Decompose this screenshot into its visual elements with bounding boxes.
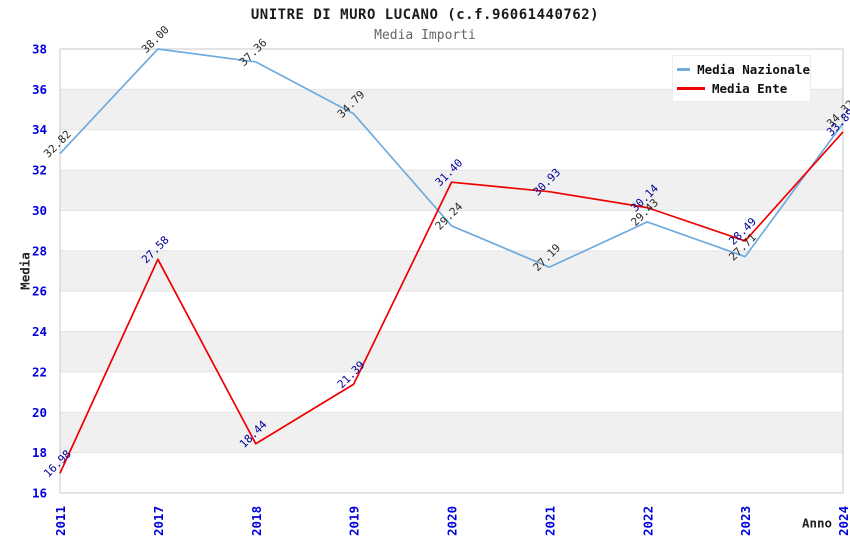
x-tick-label: 2018: [249, 506, 264, 536]
chart-subtitle: Media Importi: [374, 28, 476, 43]
plot-border: [59, 48, 844, 494]
y-tick-label: 16: [32, 486, 47, 501]
x-tick-label: 2024: [836, 506, 850, 536]
series-line-media-ente: [59, 131, 844, 474]
x-tick-label: 2011: [53, 506, 68, 536]
legend-swatch-media-nazionale-icon: [677, 68, 691, 71]
y-tick-label: 20: [32, 405, 47, 420]
legend-item-media-nazionale: Media Nazionale: [677, 60, 810, 79]
y-tick-label: 30: [32, 203, 47, 218]
chart-title: UNITRE DI MURO LUCANO (c.f.96061440762): [250, 7, 600, 23]
y-tick-label: 28: [32, 243, 47, 258]
x-tick-label: 2022: [640, 506, 655, 536]
y-tick-label: 22: [32, 364, 47, 379]
legend-swatch-media-ente-icon: [677, 87, 705, 90]
grid-band: [60, 170, 843, 211]
x-tick-label: 2019: [347, 506, 362, 536]
grid-band: [60, 331, 843, 372]
series-line-media-nazionale: [59, 48, 844, 269]
x-tick-label: 2020: [445, 506, 460, 536]
x-tick-label: 2023: [738, 506, 753, 536]
grid-band: [60, 250, 843, 292]
y-tick-label: 24: [32, 324, 47, 339]
legend-item-media-ente: Media Ente: [677, 79, 810, 98]
grid-band: [60, 412, 843, 453]
legend-label-media-nazionale: Media Nazionale: [697, 62, 810, 77]
data-label: 37.36: [237, 36, 270, 69]
x-tick-label: 2017: [151, 506, 166, 536]
y-tick-label: 18: [32, 445, 47, 460]
legend: Media Nazionale Media Ente: [672, 55, 811, 102]
y-tick-label: 32: [32, 163, 47, 178]
x-axis-title: Anno: [801, 515, 833, 531]
y-tick-label: 26: [32, 284, 47, 299]
x-tick-label: 2021: [542, 506, 557, 536]
legend-label-media-ente: Media Ente: [712, 81, 788, 96]
y-tick-label: 38: [32, 42, 47, 57]
y-tick-label: 36: [32, 82, 47, 97]
y-tick-label: 34: [32, 122, 47, 137]
